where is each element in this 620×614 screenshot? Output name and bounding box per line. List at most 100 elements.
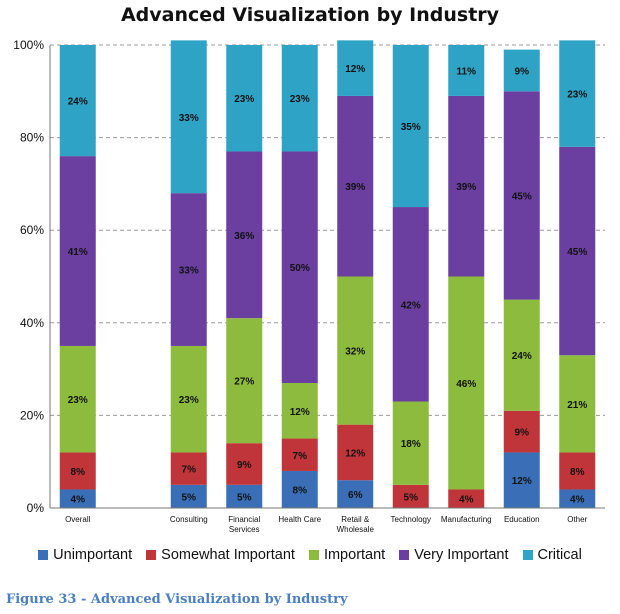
- legend-swatch: [38, 550, 49, 560]
- bar-segment: [392, 401, 429, 485]
- bar-segment: [448, 276, 485, 490]
- bar-segment: [503, 452, 540, 508]
- data-label: 21%: [567, 400, 587, 411]
- bar-segment: [503, 49, 540, 92]
- legend-swatch: [308, 550, 319, 560]
- legend-item: Somewhat Important: [146, 547, 295, 563]
- data-label: 46%: [456, 379, 476, 390]
- data-label: 35%: [401, 122, 421, 133]
- legend-item: Unimportant: [38, 547, 132, 563]
- legend: Unimportant Somewhat Important Important Ve…: [0, 547, 620, 563]
- bar-segment: [170, 452, 207, 485]
- bar-segment: [392, 207, 429, 402]
- data-label: 41%: [68, 247, 88, 258]
- data-label: 12%: [290, 407, 310, 418]
- bar-segment: [503, 410, 540, 453]
- bar-segment: [337, 480, 374, 508]
- data-label: 23%: [68, 395, 88, 406]
- data-label: 7%: [182, 465, 197, 476]
- data-label: 50%: [290, 263, 310, 274]
- data-label: 5%: [182, 492, 197, 503]
- data-label: 33%: [179, 113, 199, 124]
- legend-item: Very Important: [399, 547, 509, 563]
- bar-segment: [281, 151, 318, 383]
- x-tick-label: Other: [567, 515, 587, 524]
- legend-item: Important: [308, 547, 386, 563]
- bar-segment: [503, 299, 540, 411]
- bar-segment: [281, 438, 318, 471]
- bar-segment: [337, 95, 374, 277]
- data-label: 4%: [459, 495, 474, 506]
- data-label: 39%: [456, 182, 476, 193]
- bar-segment: [559, 146, 596, 356]
- data-label: 45%: [567, 247, 587, 258]
- data-label: 8%: [570, 467, 585, 478]
- data-label: 39%: [345, 182, 365, 193]
- data-label: 9%: [237, 460, 252, 471]
- bar-segment: [559, 452, 596, 490]
- y-tick-label: 20%: [20, 408, 44, 422]
- chart-title: Advanced Visualization by Industry: [120, 4, 500, 26]
- data-label: 4%: [71, 495, 86, 506]
- bar-segment: [226, 151, 263, 319]
- x-tick-label: Education: [504, 515, 540, 524]
- bar-segment: [59, 156, 96, 346]
- data-label: 23%: [234, 94, 254, 105]
- legend-item: Critical: [522, 547, 582, 563]
- data-label: 12%: [345, 448, 365, 459]
- bar-segment: [170, 193, 207, 346]
- bar-segment: [170, 40, 207, 194]
- bar-segment: [59, 452, 96, 490]
- bar-segment: [392, 484, 429, 508]
- legend-swatch: [522, 550, 533, 560]
- data-label: 9%: [515, 428, 530, 439]
- y-tick-label: 0%: [27, 501, 45, 515]
- data-label: 18%: [401, 439, 421, 450]
- data-labels: 4% 8% 23% 41% 24% 5% 7% 23% 33% 33% 5% 9% 27% 36% 23% 8…: [68, 64, 588, 506]
- data-label: 23%: [179, 395, 199, 406]
- bar-segment: [559, 355, 596, 453]
- x-tick-label: Technology: [391, 515, 431, 524]
- bar-segment: [281, 470, 318, 508]
- x-tick-label: Services: [229, 525, 260, 534]
- bar-segment: [281, 45, 318, 152]
- bar-segment: [226, 45, 263, 152]
- data-label: 4%: [570, 495, 585, 506]
- bar-segment: [337, 276, 374, 425]
- legend-label: Very Important: [414, 547, 509, 563]
- data-label: 8%: [71, 467, 86, 478]
- bar-segment: [337, 40, 374, 96]
- bar-segment: [448, 95, 485, 277]
- data-label: 33%: [179, 266, 199, 277]
- data-label: 8%: [293, 485, 308, 496]
- bar-segment: [170, 484, 207, 508]
- data-label: 24%: [68, 97, 88, 108]
- data-label: 27%: [234, 377, 254, 388]
- y-tick-label: 60%: [20, 223, 44, 237]
- bar-segment: [226, 484, 263, 508]
- data-label: 36%: [234, 231, 254, 242]
- data-label: 32%: [345, 347, 365, 358]
- data-label: 12%: [345, 64, 365, 75]
- y-tick-label: 40%: [20, 316, 44, 330]
- figure-caption: Figure 33 - Advanced Visualization by In…: [6, 592, 348, 607]
- data-label: 12%: [512, 476, 532, 487]
- data-label: 5%: [404, 492, 419, 503]
- bar-segment: [226, 318, 263, 444]
- legend-label: Critical: [537, 547, 582, 563]
- bars: [59, 40, 596, 508]
- data-label: 42%: [401, 300, 421, 311]
- stacked-bar-chart: 4% 8% 23% 41% 24% 5% 7% 23% 33% 33% 5% 9% 27% 36% 23% 8…: [13, 38, 605, 534]
- bar-segment: [503, 91, 540, 300]
- bar-segment: [281, 382, 318, 439]
- data-label: 7%: [293, 451, 308, 462]
- x-tick-label: Wholesale: [337, 525, 375, 534]
- bar-segment: [59, 45, 96, 157]
- bar-segment: [448, 489, 485, 508]
- data-label: 23%: [567, 90, 587, 101]
- data-label: 45%: [512, 191, 532, 202]
- bar-segment: [170, 345, 207, 453]
- y-tick-label: 80%: [20, 131, 44, 145]
- legend-label: Important: [323, 547, 386, 563]
- bar-segment: [448, 45, 485, 96]
